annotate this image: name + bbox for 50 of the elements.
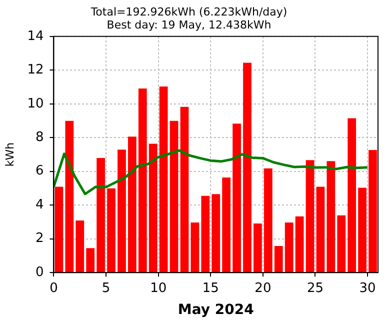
y-tick-label: 6	[35, 164, 44, 179]
bar	[337, 215, 346, 272]
y-tick-label: 2	[35, 231, 44, 246]
bar	[274, 246, 283, 272]
bar	[284, 222, 294, 272]
chart-subtitle: Best day: 19 May, 12.438kWh	[106, 18, 272, 32]
bar	[148, 144, 158, 272]
chart-title: Total=192.926kWh (6.223kWh/day)	[90, 5, 288, 18]
bar	[316, 186, 325, 272]
x-tick-label: 25	[306, 280, 324, 296]
x-tick-label: 0	[50, 280, 58, 296]
x-tick-label: 5	[102, 280, 110, 296]
bar	[180, 106, 189, 272]
bar	[76, 220, 84, 272]
bar	[212, 194, 220, 272]
x-tick-label: 15	[202, 280, 219, 296]
bar	[306, 160, 314, 272]
bar	[128, 136, 136, 272]
y-tick-label: 4	[35, 197, 44, 212]
bar	[96, 158, 105, 272]
bar	[118, 150, 126, 272]
x-axis-title: May 2024	[178, 302, 254, 318]
bar	[348, 118, 356, 272]
bar	[170, 120, 178, 272]
y-tick-label: 8	[35, 130, 44, 146]
y-tick-label: 10	[27, 96, 44, 112]
bar	[295, 216, 304, 272]
y-axis-title: kWh	[3, 142, 16, 167]
bar	[65, 120, 74, 272]
x-tick-label: 20	[254, 280, 272, 296]
bar	[326, 161, 336, 272]
bar	[254, 224, 262, 272]
bar	[86, 248, 95, 272]
bar	[107, 188, 116, 272]
bar	[358, 188, 366, 272]
y-tick-label: 12	[27, 62, 44, 78]
bar	[232, 124, 241, 272]
bar	[190, 222, 200, 272]
bar	[201, 196, 210, 272]
bar	[159, 86, 168, 272]
x-tick-label: 30	[359, 280, 376, 296]
x-tick-label: 10	[150, 280, 167, 296]
bar	[138, 88, 147, 272]
y-tick-label: 14	[27, 28, 44, 44]
bar	[54, 186, 64, 272]
bar	[243, 62, 252, 272]
y-tick-label: 0	[35, 264, 44, 280]
bar	[222, 177, 231, 272]
bar	[264, 168, 272, 272]
bar	[368, 150, 377, 272]
